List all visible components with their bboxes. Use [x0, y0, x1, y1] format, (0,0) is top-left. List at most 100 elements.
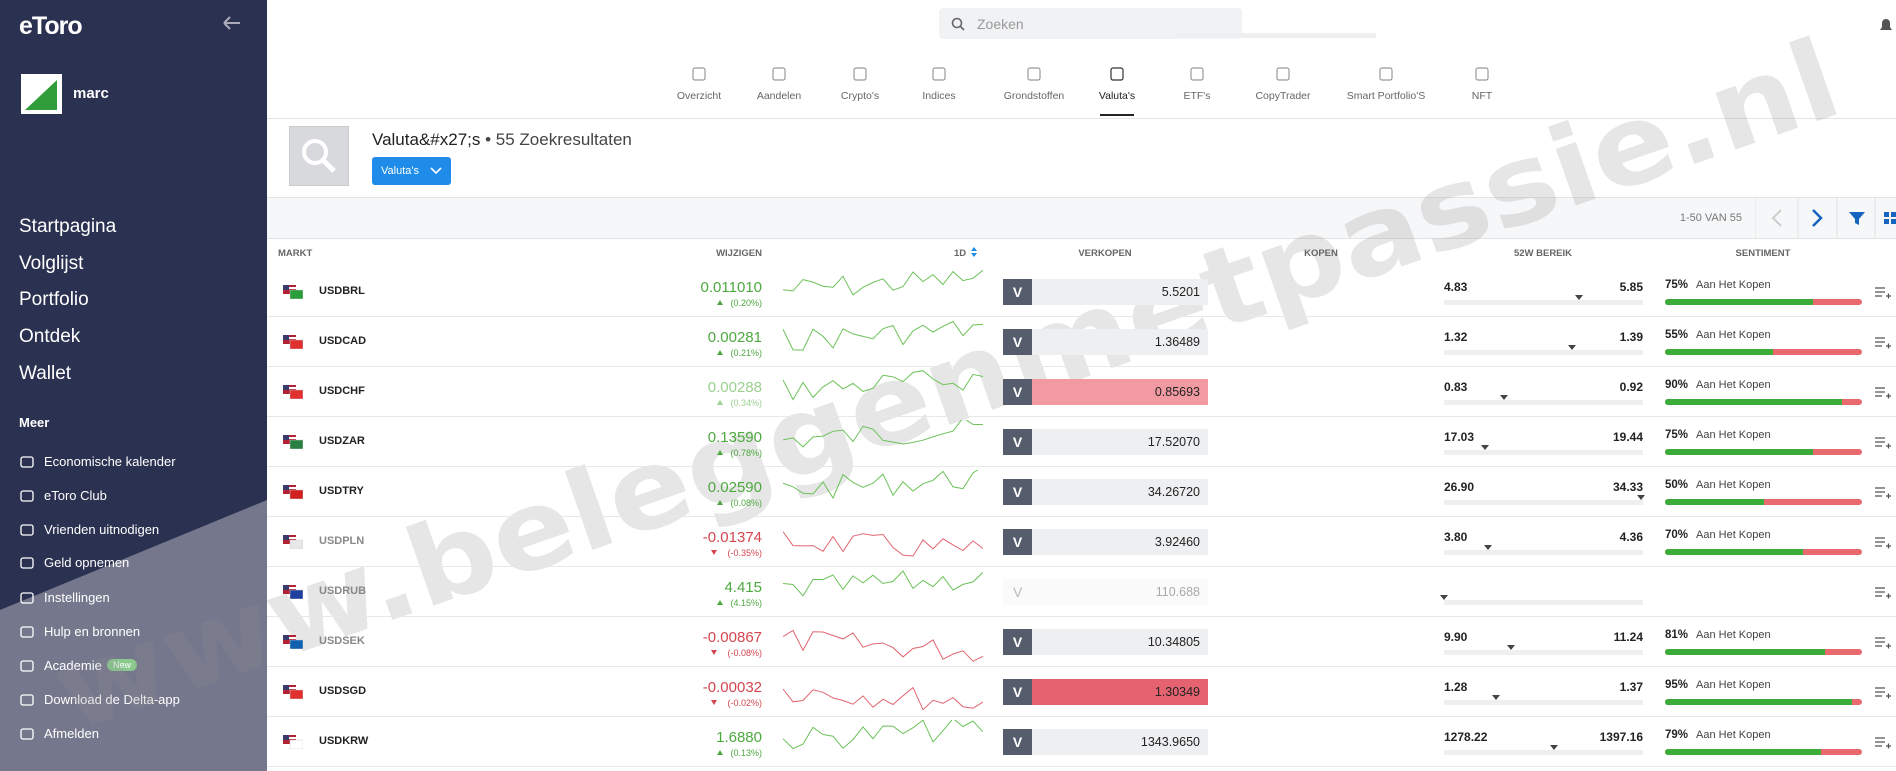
flag-icon [283, 585, 303, 599]
tab-label[interactable]: NFT [1471, 90, 1493, 102]
row-menu-icon [1875, 687, 1891, 699]
bell-icon[interactable] [1876, 16, 1896, 34]
table-row[interactable]: USDSGD -0.00032 (-0.02%) V 1.30349 1.28 1.37 95… [267, 667, 1896, 717]
market-name[interactable]: USDRUB [319, 585, 367, 597]
sell-price: 10.34805 [1147, 635, 1200, 649]
sparkline [783, 470, 979, 500]
table-row[interactable]: USDZAR 0.13590 (0.78%) V 17.52070 17.03 19.44 7… [267, 417, 1896, 467]
logo[interactable]: eToro [19, 12, 83, 40]
sparkline [783, 531, 983, 557]
sentiment-text: Aan Het Kopen [1696, 679, 1771, 691]
row-menu-icon [1875, 537, 1891, 549]
tab-label[interactable]: Indices [922, 90, 956, 102]
menu-item[interactable]: eToro Club [44, 488, 107, 503]
sell-box[interactable]: V 110.688 [1003, 579, 1208, 605]
table-row[interactable]: USDCHF 0.00288 (0.34%) V 0.85693 0.83 0.92 90% A… [267, 367, 1896, 417]
table-row[interactable]: USDCAD 0.00281 (0.21%) V 1.36489 1.32 1.39 55% A… [267, 317, 1896, 367]
market-name[interactable]: USDZAR [319, 435, 365, 447]
sell-box[interactable]: V 10.34805 [1003, 629, 1208, 655]
market-name[interactable]: USDKRW [319, 735, 369, 747]
menu-icon [20, 592, 34, 604]
table-row[interactable]: USDBRL 0.011010 (0.20%) V 5.5201 4.83 5.85 75% A… [267, 267, 1896, 317]
menu-item[interactable]: Economische kalender [44, 454, 176, 469]
sell-box[interactable]: V 5.5201 [1003, 279, 1208, 305]
tab-icon [1110, 67, 1124, 81]
nav-item[interactable]: Startpagina [19, 216, 117, 237]
table-row[interactable]: USDRUB 4.415 (4.15%) V 110.688 [267, 567, 1896, 617]
user-name[interactable]: marc [73, 85, 109, 102]
change-percent: (4.15%) [730, 598, 762, 608]
sell-box[interactable]: V 1.36489 [1003, 329, 1208, 355]
sentiment-buy-fill [1665, 449, 1813, 455]
table-row[interactable]: USDSEK -0.00867 (-0.08%) V 10.34805 9.90 11.24… [267, 617, 1896, 667]
range-marker [1484, 545, 1493, 550]
range-track [1177, 33, 1376, 38]
market-name[interactable]: USDSEK [319, 635, 365, 647]
sparkline [783, 570, 983, 597]
sell-box[interactable]: V 34.26720 [1003, 479, 1208, 505]
sell-key: V [1003, 379, 1032, 405]
menu-item[interactable]: Academie [44, 658, 102, 673]
tab-icon [1379, 67, 1393, 81]
menu-icon [20, 456, 34, 468]
sell-box[interactable]: V 17.52070 [1003, 429, 1208, 455]
tab-label[interactable]: ETF's [1183, 90, 1211, 102]
menu-item[interactable]: Hulp en bronnen [44, 624, 140, 639]
sell-box[interactable]: V 3.92460 [1003, 529, 1208, 555]
tab-label[interactable]: Aandelen [756, 90, 802, 102]
nav-item[interactable]: Portfolio [19, 289, 89, 310]
filter-dropdown[interactable]: Valuta's [372, 157, 451, 185]
tab-label[interactable]: Overzicht [676, 90, 722, 102]
menu-item[interactable]: Afmelden [44, 726, 99, 741]
column-header: MARKT [278, 248, 313, 259]
market-name[interactable]: USDSGD [319, 685, 367, 697]
market-name[interactable]: USDPLN [319, 535, 365, 547]
sentiment-text: Aan Het Kopen [1696, 279, 1771, 291]
nav-item[interactable]: Ontdek [19, 326, 81, 347]
table-row[interactable]: USDTRY 0.02590 (0.08%) V 34.26720 26.90 34.33 5… [267, 467, 1896, 517]
sentiment-text: Aan Het Kopen [1696, 329, 1771, 341]
tab-label[interactable]: CopyTrader [1255, 90, 1311, 102]
sentiment-percent: 75% [1665, 429, 1689, 441]
market-name[interactable]: USDCHF [319, 385, 365, 397]
menu-item[interactable]: Instellingen [44, 590, 110, 605]
range-track [1444, 400, 1643, 405]
market-name[interactable]: USDTRY [319, 485, 364, 497]
sell-box[interactable]: V 1.30349 [1003, 679, 1208, 705]
tab-label[interactable]: Smart Portfolio'S [1346, 90, 1426, 102]
market-name[interactable]: USDBRL [319, 285, 365, 297]
range-marker [1567, 345, 1576, 350]
market-name[interactable]: USDCAD [319, 335, 367, 347]
sell-key: V [1003, 529, 1032, 555]
change-arrow [711, 550, 718, 555]
tab-icon [932, 67, 946, 81]
menu-item[interactable]: Geld opnemen [44, 555, 130, 570]
menu-icon [20, 660, 34, 672]
nav-item[interactable]: Wallet [19, 363, 72, 384]
collapse-icon[interactable] [222, 14, 242, 32]
sparkline [783, 270, 983, 296]
range-low: 9.90 [1444, 630, 1468, 644]
menu-item[interactable]: Vrienden uitnodigen [44, 522, 160, 537]
nav-item[interactable]: Volglijst [19, 253, 84, 274]
table-row[interactable]: USDKRW 1.6880 (0.13%) V 1343.9650 1278.22 1397… [267, 717, 1896, 767]
sell-key: V [1003, 279, 1032, 305]
tab-label[interactable]: Valuta's [1098, 90, 1136, 102]
sentiment-buy-fill [1665, 749, 1821, 755]
sentiment-buy-fill [1665, 699, 1853, 705]
sell-box[interactable]: V 1343.9650 [1003, 729, 1208, 755]
toolbar: 1-50 VAN 55 [267, 197, 1896, 239]
tab-icon [1190, 67, 1204, 81]
tab-label[interactable]: Grondstoffen [1003, 90, 1065, 102]
toolbar-buttons[interactable] [1755, 198, 1896, 238]
flag-icon [283, 685, 303, 699]
flag-icon [283, 535, 303, 549]
sell-box[interactable]: V 0.85693 [1003, 379, 1208, 405]
row-menu-icon [1875, 287, 1891, 299]
avatar[interactable] [21, 74, 62, 114]
tab-label[interactable]: Crypto's [840, 90, 880, 102]
menu-item[interactable]: Download de Delta-app [44, 692, 180, 707]
sell-price: 1.36489 [1154, 335, 1200, 349]
sentiment-percent: 50% [1665, 479, 1689, 491]
table-row[interactable]: USDPLN -0.01374 (-0.35%) V 3.92460 3.80 4.36 70… [267, 517, 1896, 567]
